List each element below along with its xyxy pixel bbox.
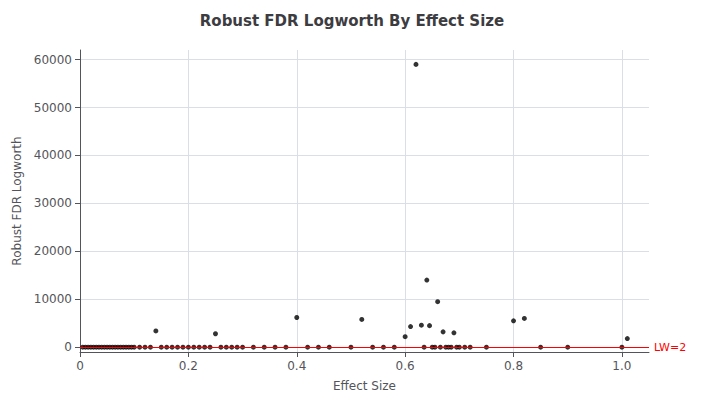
svg-text:Effect Size: Effect Size: [333, 379, 396, 393]
svg-text:0.8: 0.8: [504, 359, 523, 373]
svg-text:Robust FDR Logworth By Effect: Robust FDR Logworth By Effect Size: [200, 12, 504, 30]
svg-text:0: 0: [76, 359, 84, 373]
svg-text:40000: 40000: [34, 148, 72, 162]
svg-text:10000: 10000: [34, 292, 72, 306]
svg-text:LW=2: LW=2: [654, 341, 686, 354]
svg-text:20000: 20000: [34, 244, 72, 258]
svg-text:60000: 60000: [34, 53, 72, 67]
svg-text:Robust FDR Logworth: Robust FDR Logworth: [10, 136, 24, 265]
svg-text:0.4: 0.4: [287, 359, 306, 373]
svg-text:0.2: 0.2: [179, 359, 198, 373]
svg-text:30000: 30000: [34, 196, 72, 210]
svg-text:0: 0: [64, 340, 72, 354]
svg-text:50000: 50000: [34, 101, 72, 115]
svg-text:1.0: 1.0: [612, 359, 631, 373]
svg-text:0.6: 0.6: [396, 359, 415, 373]
